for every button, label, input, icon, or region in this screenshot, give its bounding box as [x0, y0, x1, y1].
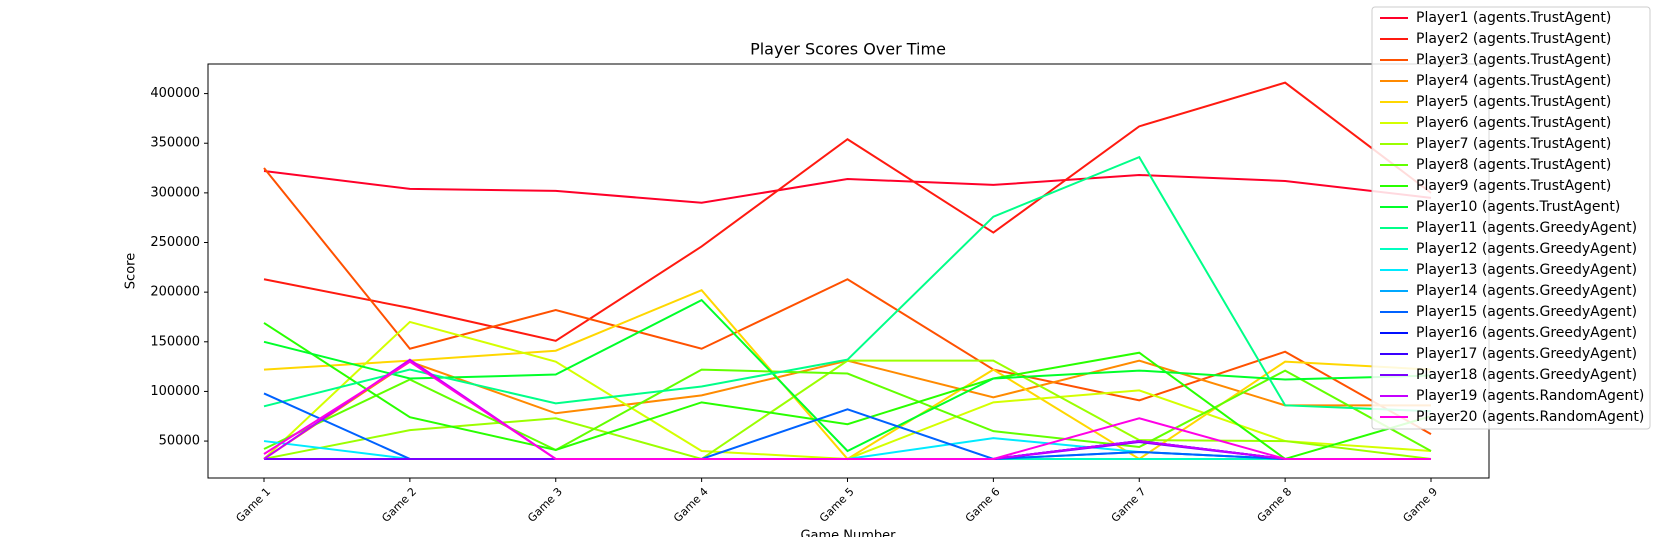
- plot-frame: [207, 63, 1490, 479]
- x-tick-label: Game 2: [379, 485, 419, 525]
- legend-label: Player9 (agents.TrustAgent): [1416, 178, 1611, 194]
- legend-box: [1371, 6, 1651, 430]
- legend-label: Player5 (agents.TrustAgent): [1416, 94, 1611, 110]
- legend-label: Player6 (agents.TrustAgent): [1416, 115, 1611, 131]
- legend-label: Player14 (agents.GreedyAgent): [1416, 283, 1637, 299]
- y-tick-label: 100000: [150, 384, 200, 399]
- legend-label: Player8 (agents.TrustAgent): [1416, 157, 1611, 173]
- x-tick-label: Game 1: [233, 485, 273, 525]
- series-line: [263, 322, 1432, 461]
- y-tick-label: 350000: [150, 136, 200, 151]
- legend-label: Player2 (agents.TrustAgent): [1416, 31, 1611, 47]
- y-tick-label: 50000: [159, 434, 200, 449]
- chart-title: Player Scores Over Time: [750, 40, 946, 59]
- x-tick-label: Game 4: [671, 485, 711, 525]
- legend-label: Player18 (agents.GreedyAgent): [1416, 367, 1637, 383]
- series-line: [263, 170, 1432, 204]
- legend-label: Player11 (agents.GreedyAgent): [1416, 220, 1637, 236]
- legend-label: Player10 (agents.TrustAgent): [1416, 199, 1620, 215]
- y-tick-label: 300000: [150, 185, 200, 200]
- series-line: [263, 298, 1432, 453]
- y-axis-label: Score: [124, 253, 139, 289]
- legend-label: Player7 (agents.TrustAgent): [1416, 136, 1611, 152]
- series-line: [263, 155, 1432, 413]
- x-axis-label: Game Number: [800, 529, 896, 537]
- series-line: [263, 368, 1432, 452]
- legend-label: Player1 (agents.TrustAgent): [1416, 10, 1611, 26]
- legend-label: Player20 (agents.RandomAgent): [1416, 409, 1644, 425]
- x-tick-label: Game 9: [1400, 485, 1440, 525]
- x-tick-label: Game 6: [963, 485, 1003, 525]
- y-tick-label: 250000: [150, 235, 200, 250]
- legend-label: Player12 (agents.GreedyAgent): [1416, 241, 1637, 257]
- series-line: [263, 81, 1432, 342]
- legend-label: Player17 (agents.GreedyAgent): [1416, 346, 1637, 362]
- x-tick-label: Game 5: [817, 485, 857, 525]
- y-tick-label: 400000: [150, 86, 200, 101]
- legend-label: Player16 (agents.GreedyAgent): [1416, 325, 1637, 341]
- y-tick-label: 150000: [150, 334, 200, 349]
- legend-label: Player13 (agents.GreedyAgent): [1416, 262, 1637, 278]
- y-tick-label: 200000: [150, 285, 200, 300]
- series-line: [263, 360, 1431, 460]
- legend-label: Player19 (agents.RandomAgent): [1416, 388, 1644, 404]
- legend-label: Player15 (agents.GreedyAgent): [1416, 304, 1637, 320]
- series-line: [263, 392, 1431, 460]
- legend-label: Player4 (agents.TrustAgent): [1416, 73, 1611, 89]
- legend-label: Player3 (agents.TrustAgent): [1416, 52, 1611, 68]
- x-tick-label: Game 7: [1109, 485, 1149, 525]
- x-tick-label: Game 8: [1255, 485, 1295, 525]
- x-tick-label: Game 3: [525, 485, 565, 525]
